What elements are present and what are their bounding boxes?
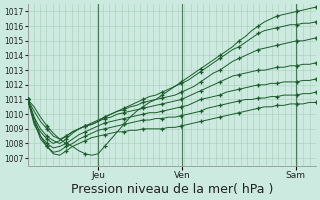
X-axis label: Pression niveau de la mer( hPa ): Pression niveau de la mer( hPa ) [71,183,273,196]
